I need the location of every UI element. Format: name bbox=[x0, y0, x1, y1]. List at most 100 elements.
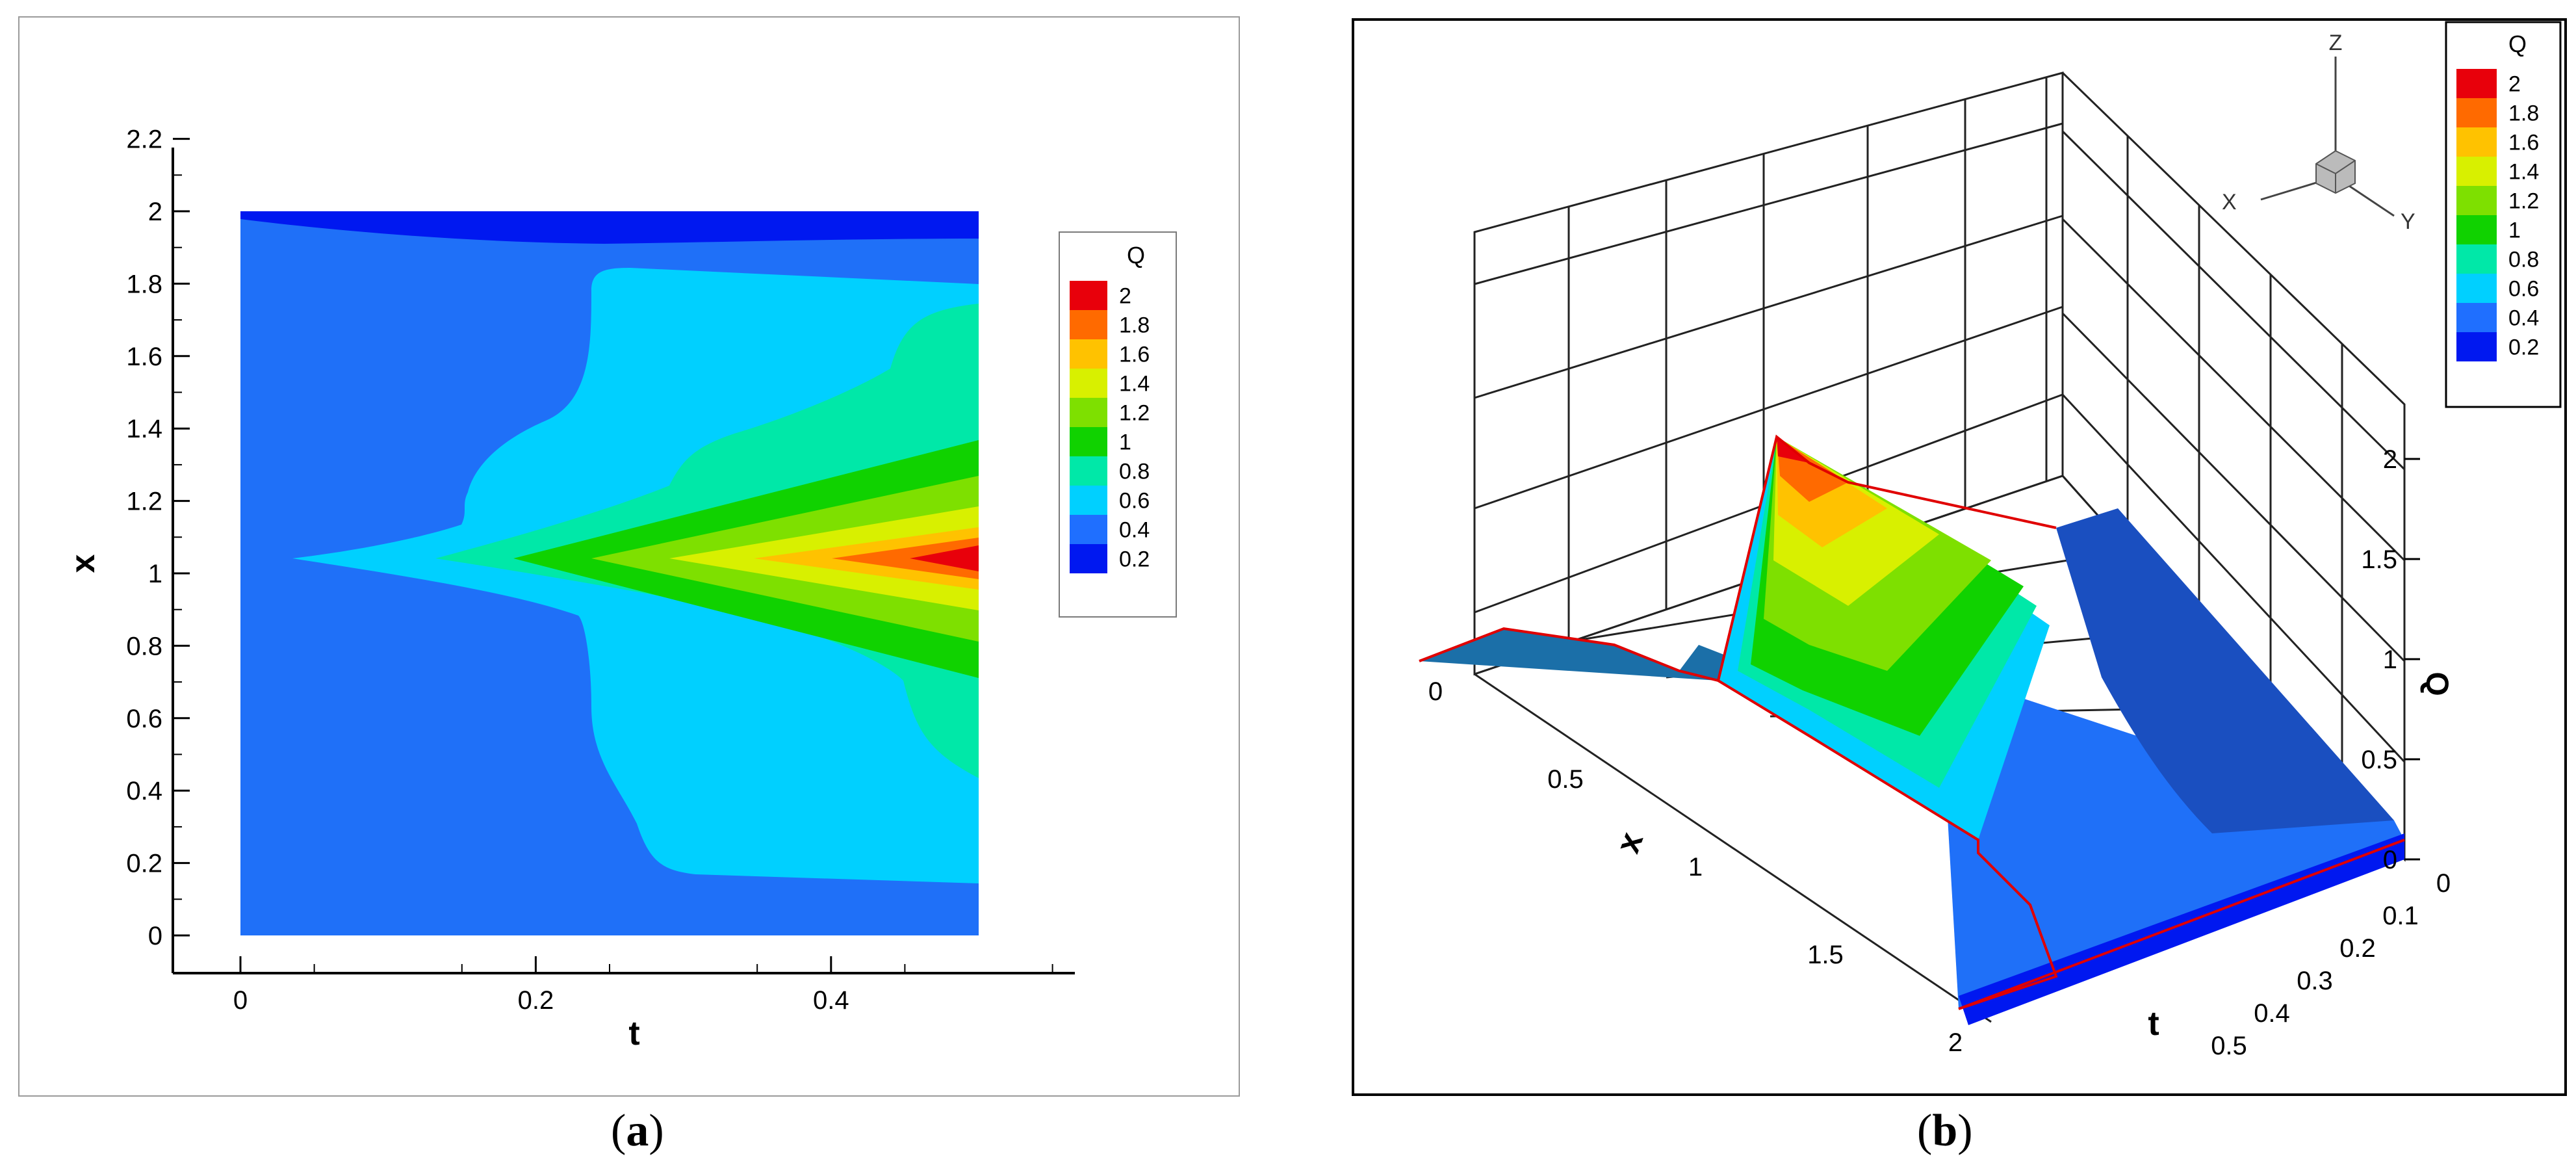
x-tick-label-3d: 2 bbox=[1948, 1028, 1963, 1057]
band-1.8 bbox=[832, 538, 979, 579]
contour-plot-panel: 0 0.2 0.4 0.6 0.8 1 1.2 1.4 1.6 1.8 2 2.2 0 0.2 0.4 t… bbox=[18, 16, 1240, 1097]
legend-label: 1 bbox=[2508, 218, 2521, 243]
z-tick-label: 1 bbox=[2383, 646, 2397, 674]
surface-plot-svg: 00.511.52 00.10.20.30.40.5 00.511.52 Q t… bbox=[1419, 21, 2562, 1060]
legend-swatch bbox=[2456, 98, 2497, 127]
legend-label: 0.6 bbox=[2508, 277, 2539, 302]
y-tick-label: 1.8 bbox=[126, 270, 162, 298]
t-ticks: 0 0.10.20.30.40.5 bbox=[2211, 869, 2451, 1060]
z-tick-label: 2 bbox=[2383, 445, 2397, 474]
t-tick-label: 0 bbox=[2436, 869, 2451, 898]
legend-label: 2 bbox=[2508, 72, 2521, 97]
z-tick-label: 1.5 bbox=[2361, 545, 2397, 574]
y-tick-label: 0.8 bbox=[126, 632, 162, 660]
legend-label: 1.8 bbox=[2508, 101, 2539, 126]
x-tick-label: 0 bbox=[233, 986, 248, 1015]
legend-swatch bbox=[2456, 157, 2497, 186]
legend-swatch bbox=[1070, 339, 1107, 369]
legend-swatch bbox=[2456, 69, 2497, 98]
legend-title: Q bbox=[2508, 31, 2527, 57]
caption-b: (b) bbox=[1917, 1106, 1973, 1156]
legend-label: 1.4 bbox=[2508, 160, 2539, 185]
legend-swatch bbox=[2456, 244, 2497, 274]
legend-b: Q 2 1.8 1.6 1.4 1.2 1 0.8 0.6 0.4 0.2 bbox=[2445, 21, 2562, 408]
x-tick-label: 0.2 bbox=[518, 986, 554, 1015]
legend-swatch bbox=[1070, 486, 1107, 515]
legend-label: 0.8 bbox=[1119, 460, 1150, 484]
surface-plot-panel: 0 0.5 1 1.5 2 0 0.1 0.2 0.3 0.4 0.5 0 0.5 1 1.5 2 Q t… bbox=[1352, 18, 2567, 1096]
y-tick-label: 2 bbox=[148, 198, 162, 226]
x-tick-label: 0.4 bbox=[813, 986, 849, 1015]
z-tick-label: 0.5 bbox=[2361, 746, 2397, 774]
legend-levels: 2 1.8 1.6 1.4 1.2 1 0.8 0.6 0.4 0.2 bbox=[1070, 281, 1150, 573]
surface bbox=[1419, 434, 2405, 1025]
x-ticks: 0 0.2 0.4 bbox=[233, 956, 1053, 1015]
legend-a: Q 2 1.8 1.6 1.4 1.2 1 0.8 0.6 0.4 0.2 bbox=[1059, 231, 1177, 618]
contour-plot-svg: 0 0.2 0.4 0.6 0.8 1 1.2 1.4 1.6 1.8 2 2.2 0 0.2 0.4 t… bbox=[64, 125, 1177, 1052]
legend-label: 1.2 bbox=[1119, 401, 1150, 426]
legend-swatch bbox=[2456, 332, 2497, 361]
legend-label: 1.6 bbox=[2508, 131, 2539, 155]
y-tick-label: 1.4 bbox=[126, 415, 162, 443]
legend-swatch bbox=[2456, 215, 2497, 244]
legend-swatch bbox=[1070, 515, 1107, 544]
x-axis-label-3d: x bbox=[1609, 828, 1651, 858]
legend-label: 1.4 bbox=[1119, 372, 1150, 397]
triad-x: X bbox=[2222, 190, 2237, 215]
legend-swatch bbox=[1070, 544, 1107, 573]
legend-label: 0.2 bbox=[1119, 547, 1150, 572]
legend-label: 0.6 bbox=[1119, 489, 1150, 514]
y-tick-label: 0.6 bbox=[126, 705, 162, 733]
legend-label: 2 bbox=[1119, 284, 1131, 309]
legend-swatch bbox=[2456, 186, 2497, 215]
y-tick-label: 0.4 bbox=[126, 777, 162, 805]
band-2.0 bbox=[910, 545, 979, 571]
x-ticks-3d: 0 0.5 1 1.5 2 bbox=[1428, 677, 1963, 1057]
legend-label: 1.8 bbox=[1119, 313, 1150, 338]
t-tick-label: 0.2 bbox=[2339, 934, 2376, 963]
surface-left-low bbox=[1419, 629, 1757, 681]
y-tick-label: 1.6 bbox=[126, 343, 162, 371]
legend-label: 1.6 bbox=[1119, 343, 1150, 367]
legend-swatch bbox=[1070, 456, 1107, 486]
band-0.2-top bbox=[240, 211, 979, 244]
legend-levels: 2 1.8 1.6 1.4 1.2 1 0.8 0.6 0.4 0.2 bbox=[2456, 69, 2539, 361]
surface-slab bbox=[1939, 671, 2404, 1009]
legend-label: 0.4 bbox=[1119, 518, 1150, 543]
x-tick-label-3d: 0 bbox=[1428, 677, 1443, 706]
x-axis-label: t bbox=[628, 1015, 639, 1052]
y-tick-label: 1.2 bbox=[126, 488, 162, 516]
y-axis-label: x bbox=[64, 554, 102, 573]
legend-label: 0.8 bbox=[2508, 248, 2539, 272]
y-ticks: 0 0.2 0.4 0.6 0.8 1 1.2 1.4 1.6 1.8 2 2.2 bbox=[126, 125, 190, 950]
y-tick-label: 1 bbox=[148, 560, 162, 588]
x-tick-label-3d: 0.5 bbox=[1547, 765, 1584, 794]
legend-label: 0.4 bbox=[2508, 306, 2539, 331]
t-tick-label: 0.5 bbox=[2211, 1032, 2247, 1060]
z-tick-label: 0 bbox=[2383, 846, 2397, 874]
legend-swatch bbox=[2456, 274, 2497, 303]
t-tick-label: 0.3 bbox=[2297, 967, 2333, 995]
triad-z: Z bbox=[2329, 31, 2343, 55]
x-tick-label-3d: 1.5 bbox=[1807, 941, 1844, 969]
z-ticks: 0 0.5 1 1.5 2 bbox=[2361, 445, 2420, 874]
z-axis-label: Q bbox=[2419, 672, 2454, 696]
surface-back-plateau bbox=[2056, 508, 2394, 833]
legend-swatch bbox=[1070, 369, 1107, 398]
legend-swatch bbox=[1070, 310, 1107, 339]
y-tick-label: 0 bbox=[148, 922, 162, 950]
legend-swatch bbox=[2456, 303, 2497, 332]
legend-swatch bbox=[2456, 127, 2497, 157]
legend-label: 1.2 bbox=[2508, 189, 2539, 214]
surface-outline bbox=[1419, 434, 2405, 1010]
legend-label: 1 bbox=[1119, 430, 1131, 455]
triad-y: Y bbox=[2401, 209, 2415, 234]
t-axis-label-3d: t bbox=[2148, 1005, 2159, 1043]
legend-swatch bbox=[1070, 281, 1107, 310]
t-tick-label: 0.1 bbox=[2382, 902, 2419, 930]
contour-bands bbox=[240, 211, 979, 935]
t-tick-label: 0.4 bbox=[2254, 999, 2290, 1028]
axis-triad-icon: Z X Y bbox=[2222, 31, 2415, 234]
y-tick-label: 2.2 bbox=[126, 125, 162, 154]
x-tick-label-3d: 1 bbox=[1688, 853, 1703, 881]
